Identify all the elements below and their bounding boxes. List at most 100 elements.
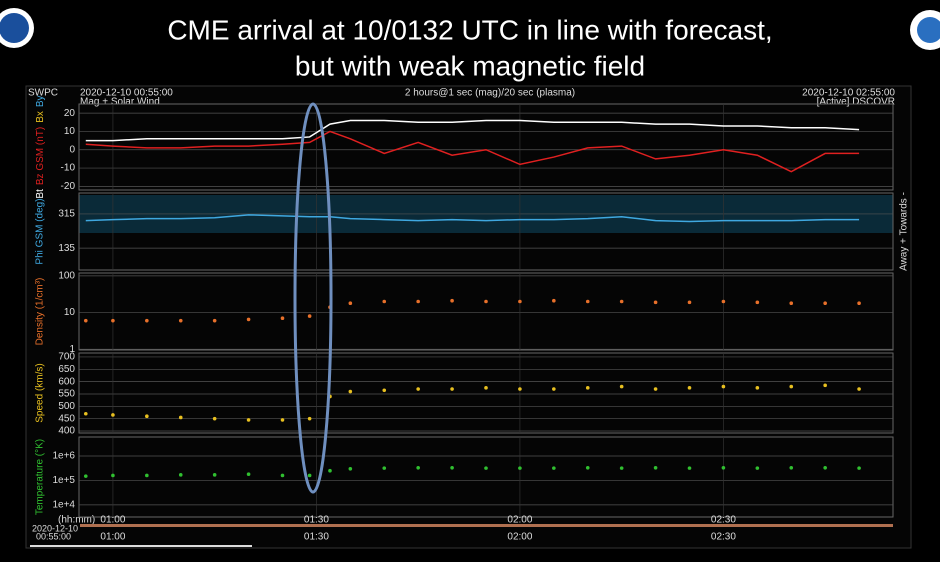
data-point <box>823 301 827 305</box>
data-point <box>484 466 488 470</box>
data-point <box>416 465 420 470</box>
axis-unit: (hh:mm) <box>58 515 95 526</box>
data-point <box>721 465 726 470</box>
data-point <box>111 318 115 323</box>
y-tick-label: 315 <box>58 209 75 220</box>
data-point <box>246 317 251 322</box>
data-point <box>857 466 861 470</box>
y-tick-label: 1e+4 <box>52 500 75 511</box>
y-axis-label: Bt Bz GSM (nT) Bx By <box>35 95 46 198</box>
data-point <box>145 318 149 323</box>
data-point <box>307 314 312 318</box>
y-tick-label: 600 <box>58 376 75 387</box>
data-point <box>382 466 387 470</box>
data-point <box>450 387 454 391</box>
data-point <box>857 301 861 305</box>
series-line <box>85 214 860 223</box>
y-tick-label: 10 <box>64 126 76 137</box>
data-point <box>755 300 760 305</box>
x-tick-label: 02:30 <box>711 532 736 543</box>
y-tick-label: 100 <box>58 271 75 282</box>
y-label-part: Bz GSM (nT) <box>35 127 46 185</box>
source: SWPC <box>28 88 58 99</box>
y-tick-label: -20 <box>61 181 76 192</box>
data-point <box>83 318 88 323</box>
y-tick-label: 700 <box>58 352 75 363</box>
data-point <box>755 386 760 390</box>
y-label-part: Bt <box>35 189 46 199</box>
data-point <box>552 298 556 303</box>
y-tick-label: 135 <box>58 243 75 254</box>
data-point <box>280 316 285 321</box>
data-point <box>653 465 658 470</box>
y-tick-label: 450 <box>58 413 75 424</box>
side-label: Away + Towards - <box>899 192 910 271</box>
data-point <box>484 299 488 304</box>
time-slider[interactable] <box>80 524 893 527</box>
panel <box>78 352 894 434</box>
data-point <box>348 467 353 471</box>
data-point <box>111 413 115 417</box>
data-point <box>585 386 590 390</box>
data-point <box>789 384 794 389</box>
data-point <box>484 386 488 390</box>
start-time: 2020-12-10 00:55:00 <box>80 88 173 99</box>
series-line <box>85 119 860 142</box>
data-point <box>212 416 217 421</box>
data-point <box>382 388 387 393</box>
start-date: 2020-12-10 <box>32 523 78 533</box>
series-line <box>85 130 860 173</box>
data-point <box>178 318 183 323</box>
data-point <box>518 466 522 470</box>
y-axis-label: Temperature (°K) <box>35 439 46 515</box>
product: Mag + Solar Wind <box>80 97 160 108</box>
data-point <box>382 299 387 304</box>
y-tick-label: 1e+5 <box>52 475 75 486</box>
data-point <box>823 383 827 388</box>
panel <box>78 272 894 351</box>
data-point <box>619 384 624 389</box>
data-point <box>328 468 332 473</box>
data-point <box>145 473 149 478</box>
panel <box>78 192 894 271</box>
panel <box>78 436 894 518</box>
data-point <box>280 418 285 422</box>
y-axis-label: Speed (km/s) <box>35 363 46 422</box>
y-tick-label: 10 <box>64 307 76 318</box>
y-tick-label: 0 <box>69 144 75 155</box>
data-point <box>83 474 88 478</box>
data-point <box>246 472 251 477</box>
data-point <box>450 465 454 470</box>
y-tick-label: -10 <box>61 163 76 174</box>
data-point <box>178 415 183 420</box>
data-point <box>653 300 658 305</box>
data-point <box>721 384 726 389</box>
data-point <box>585 465 590 470</box>
data-point <box>280 473 285 478</box>
data-point <box>687 300 692 305</box>
data-point <box>518 299 522 304</box>
data-point <box>518 387 522 391</box>
annotation-ellipse <box>293 102 333 494</box>
data-point <box>416 299 420 304</box>
y-label-part: Bx <box>35 111 46 123</box>
data-point <box>552 466 556 470</box>
x-tick-label: 01:00 <box>100 515 125 526</box>
data-point <box>619 299 624 304</box>
status: [Active] DSCOVR <box>817 97 895 108</box>
y-tick-label: 550 <box>58 389 75 400</box>
data-point <box>416 387 420 391</box>
end-time: 2020-12-10 02:55:00 <box>802 88 895 99</box>
x-tick-label: 01:30 <box>304 515 329 526</box>
data-point <box>246 418 251 422</box>
data-point <box>721 299 726 304</box>
title-line: but with weak magnetic field <box>295 50 645 81</box>
x-tick-label: 02:30 <box>711 515 736 526</box>
cadence: 2 hours@1 sec (mag)/20 sec (plasma) <box>405 88 575 99</box>
data-point <box>619 466 624 470</box>
y-tick-label: 500 <box>58 401 75 412</box>
data-point <box>348 301 353 305</box>
x-tick-label: 01:00 <box>100 532 125 543</box>
data-point <box>653 387 658 391</box>
